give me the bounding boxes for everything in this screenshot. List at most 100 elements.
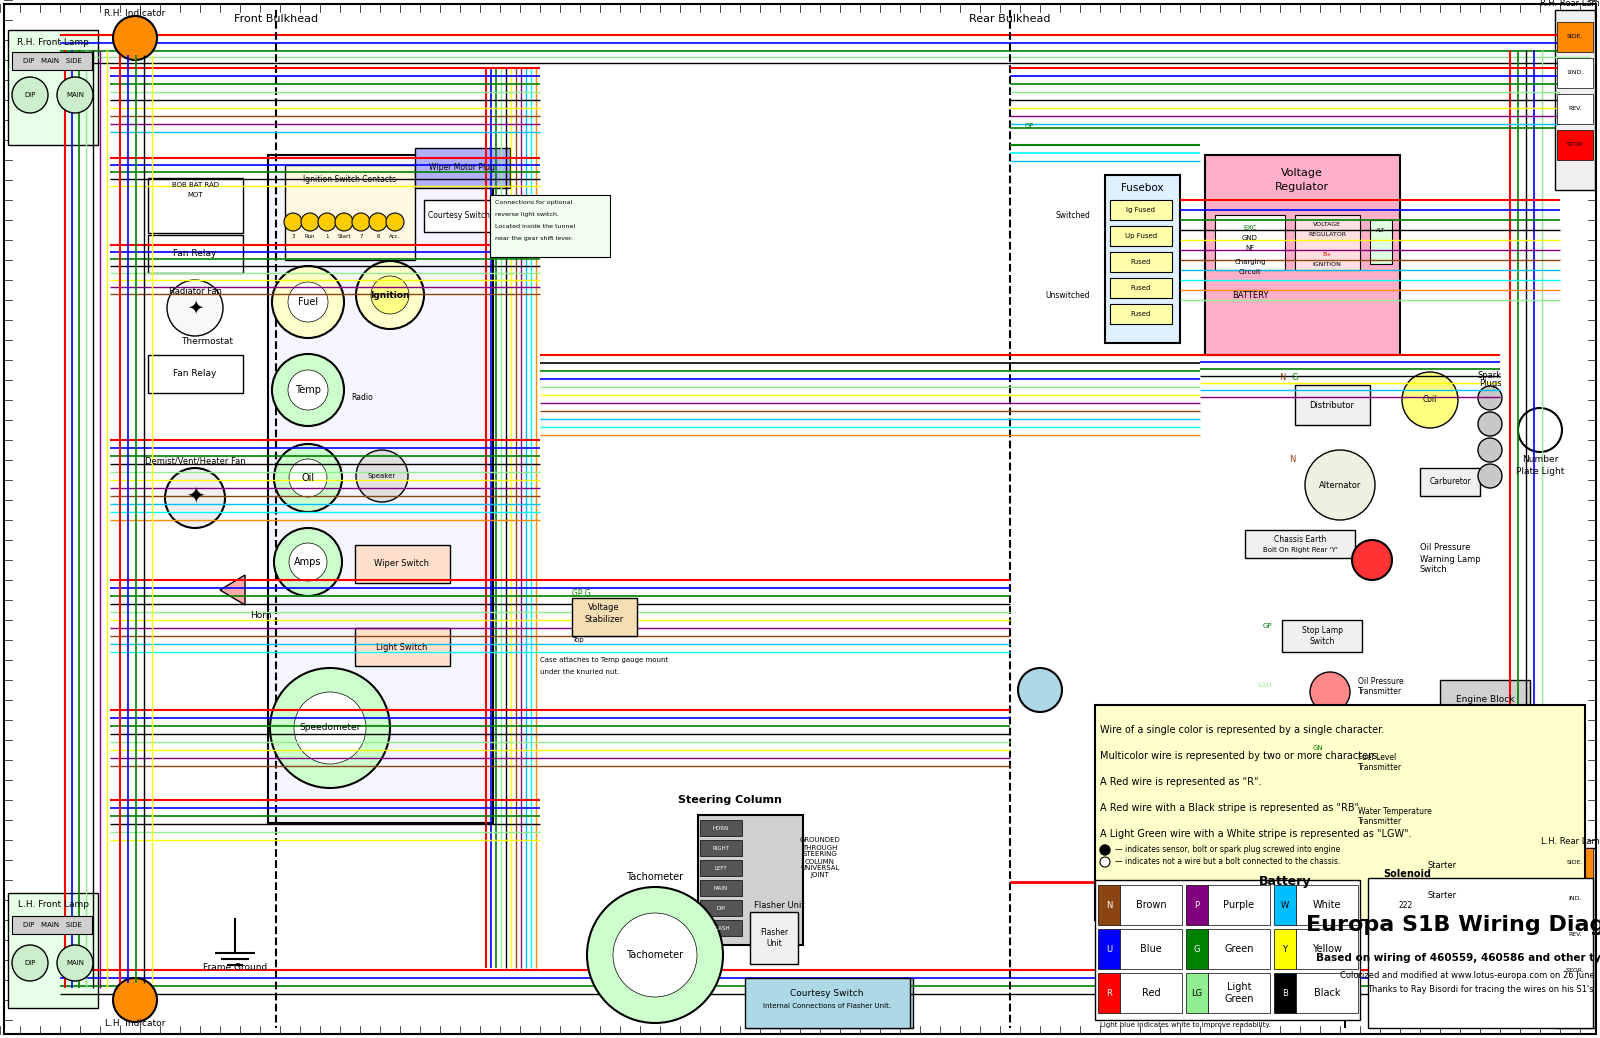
Text: Amps: Amps xyxy=(294,557,322,567)
Text: ✦: ✦ xyxy=(186,488,205,508)
Text: Internal Connections of Flasher Unit.: Internal Connections of Flasher Unit. xyxy=(763,1003,891,1009)
Text: 6: 6 xyxy=(376,234,379,239)
Text: R.H. Front Lamp: R.H. Front Lamp xyxy=(18,38,90,47)
Text: Solenoid: Solenoid xyxy=(1382,869,1430,879)
Text: Starter: Starter xyxy=(1427,861,1456,870)
Text: LG: LG xyxy=(1192,988,1203,998)
Text: Green: Green xyxy=(1224,944,1254,954)
Text: MAIN: MAIN xyxy=(66,92,83,98)
Text: — indicates not a wire but a bolt connected to the chassis.: — indicates not a wire but a bolt connec… xyxy=(1115,857,1341,867)
Text: EXC: EXC xyxy=(1243,225,1256,231)
Text: GROUNDED
THROUGH
STEERING
COLUMN
UNIVERSAL
JOINT: GROUNDED THROUGH STEERING COLUMN UNIVERS… xyxy=(800,838,840,878)
Text: Ignition Switch Contacts: Ignition Switch Contacts xyxy=(304,175,397,184)
Text: Thermostat: Thermostat xyxy=(181,337,234,347)
Text: Fused: Fused xyxy=(1131,260,1150,265)
Text: VOLTAGE: VOLTAGE xyxy=(1314,222,1341,227)
Text: REV.: REV. xyxy=(1568,932,1582,937)
FancyBboxPatch shape xyxy=(1440,680,1530,718)
FancyBboxPatch shape xyxy=(1186,973,1208,1013)
Text: Voltage: Voltage xyxy=(1282,168,1323,177)
Text: NF: NF xyxy=(1245,245,1254,251)
Text: A Red wire is represented as "R".: A Red wire is represented as "R". xyxy=(1101,777,1261,787)
FancyBboxPatch shape xyxy=(701,840,742,856)
FancyBboxPatch shape xyxy=(13,52,93,70)
Text: reverse light switch.: reverse light switch. xyxy=(494,212,558,217)
Text: Fused: Fused xyxy=(1131,311,1150,317)
Text: MOT: MOT xyxy=(187,192,203,198)
Text: Switch: Switch xyxy=(1421,566,1448,574)
Text: Multicolor wire is represented by two or more characters.: Multicolor wire is represented by two or… xyxy=(1101,752,1381,761)
FancyBboxPatch shape xyxy=(1214,215,1285,270)
FancyBboxPatch shape xyxy=(1557,920,1594,950)
FancyBboxPatch shape xyxy=(1274,885,1296,925)
FancyBboxPatch shape xyxy=(1205,155,1400,355)
Text: W: W xyxy=(1282,901,1290,909)
Circle shape xyxy=(285,213,302,231)
Text: Fuel: Fuel xyxy=(298,297,318,307)
FancyBboxPatch shape xyxy=(8,30,98,145)
Text: LGU: LGU xyxy=(1258,682,1272,688)
Text: Fusebox: Fusebox xyxy=(1120,183,1163,193)
Text: Transmitter: Transmitter xyxy=(1358,818,1402,826)
Text: Courtesy Switch: Courtesy Switch xyxy=(790,988,864,998)
Text: LEFT: LEFT xyxy=(715,866,728,871)
Text: Oil: Oil xyxy=(301,473,315,483)
Text: 222: 222 xyxy=(1398,901,1413,910)
Text: N: N xyxy=(1278,374,1285,382)
Text: DIP   MAIN   SIDE: DIP MAIN SIDE xyxy=(22,922,82,928)
Circle shape xyxy=(58,945,93,981)
Text: Wire of a single color is represented by a single character.: Wire of a single color is represented by… xyxy=(1101,725,1384,735)
Text: L.H. Indicator: L.H. Indicator xyxy=(106,1019,165,1029)
FancyBboxPatch shape xyxy=(1120,885,1182,925)
Text: Tachometer: Tachometer xyxy=(627,872,683,882)
FancyBboxPatch shape xyxy=(147,355,243,393)
Text: DIP   MAIN   SIDE: DIP MAIN SIDE xyxy=(22,58,82,64)
Text: Rear Bulkhead: Rear Bulkhead xyxy=(970,13,1051,24)
Text: Regulator: Regulator xyxy=(1275,182,1330,192)
Text: Ig Fused: Ig Fused xyxy=(1126,207,1155,213)
Text: Unswitched: Unswitched xyxy=(1045,291,1090,300)
Text: RIGHT: RIGHT xyxy=(712,846,730,850)
Circle shape xyxy=(370,213,387,231)
Text: Plugs: Plugs xyxy=(1478,379,1501,388)
Text: Radiator Fan: Radiator Fan xyxy=(168,286,221,296)
FancyBboxPatch shape xyxy=(1421,468,1480,496)
FancyBboxPatch shape xyxy=(1557,58,1594,88)
Text: Radio: Radio xyxy=(350,393,373,403)
Circle shape xyxy=(1518,408,1562,452)
FancyBboxPatch shape xyxy=(414,148,510,188)
Text: Steering Column: Steering Column xyxy=(678,795,782,805)
Text: Stop Lamp
Switch: Stop Lamp Switch xyxy=(1301,626,1342,646)
FancyBboxPatch shape xyxy=(147,177,243,233)
Text: Start: Start xyxy=(338,234,350,239)
Circle shape xyxy=(165,468,226,528)
FancyBboxPatch shape xyxy=(1226,858,1346,906)
Text: Warning Lamp: Warning Lamp xyxy=(1421,554,1480,564)
Text: Top: Top xyxy=(573,637,584,643)
Text: BATTERY: BATTERY xyxy=(1232,291,1269,300)
Text: Fan Relay: Fan Relay xyxy=(173,249,216,258)
FancyBboxPatch shape xyxy=(1094,705,1586,920)
Text: Carburetor: Carburetor xyxy=(1429,477,1470,487)
Text: Coil: Coil xyxy=(1422,395,1437,405)
Circle shape xyxy=(274,528,342,596)
Circle shape xyxy=(1478,438,1502,462)
FancyBboxPatch shape xyxy=(1368,878,1594,1028)
FancyBboxPatch shape xyxy=(1208,885,1270,925)
Text: Located inside the tunnel: Located inside the tunnel xyxy=(494,224,574,229)
FancyBboxPatch shape xyxy=(701,920,742,936)
Text: Bolt On Right Rear 'Y': Bolt On Right Rear 'Y' xyxy=(1262,547,1338,553)
FancyBboxPatch shape xyxy=(1245,530,1355,558)
FancyBboxPatch shape xyxy=(701,820,742,836)
Text: near the gear shift lever.: near the gear shift lever. xyxy=(494,236,573,241)
Text: Number: Number xyxy=(1522,456,1558,464)
Circle shape xyxy=(272,266,344,338)
Circle shape xyxy=(301,213,318,231)
Circle shape xyxy=(1306,450,1374,520)
Text: 1: 1 xyxy=(325,234,328,239)
Text: DIP: DIP xyxy=(24,960,35,966)
FancyBboxPatch shape xyxy=(1110,304,1171,324)
FancyBboxPatch shape xyxy=(573,598,637,636)
Circle shape xyxy=(1478,412,1502,436)
FancyBboxPatch shape xyxy=(1294,215,1360,270)
